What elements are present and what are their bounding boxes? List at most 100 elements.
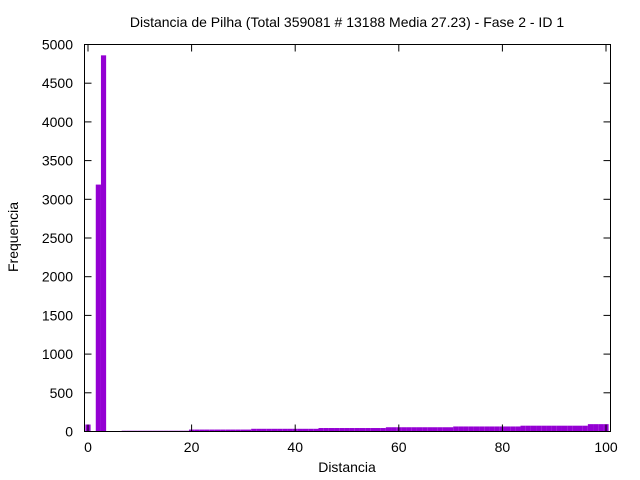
histogram-bar	[463, 426, 469, 432]
y-tick-label: 500	[50, 385, 74, 401]
histogram-bar	[546, 425, 552, 432]
histogram-bar	[484, 426, 490, 432]
y-tick-label: 0	[65, 424, 73, 440]
histogram-bar	[375, 428, 381, 432]
histogram-bar	[541, 425, 547, 432]
histogram-bar	[422, 427, 428, 432]
histogram-bar	[365, 428, 371, 432]
histogram-bar	[302, 428, 309, 432]
histogram-bar	[587, 424, 594, 432]
histogram-bar	[453, 426, 459, 432]
histogram-bar	[100, 55, 107, 432]
y-axis-label: Frequencia	[5, 202, 21, 272]
histogram-bar	[582, 425, 588, 432]
histogram-bar	[494, 426, 500, 432]
histogram-bar	[385, 427, 392, 432]
histogram-bar	[572, 425, 578, 432]
histogram-bar	[240, 429, 246, 432]
histogram-bar	[442, 427, 449, 432]
histogram-bar	[318, 428, 324, 432]
histogram-bar	[567, 425, 573, 432]
histogram-bar	[339, 428, 345, 432]
histogram-bar	[416, 427, 423, 432]
histogram-bar	[271, 428, 278, 432]
x-tick-label: 100	[594, 439, 618, 455]
histogram-bar	[432, 427, 438, 432]
histogram-bar	[551, 425, 557, 432]
histogram-bar	[225, 429, 231, 432]
histogram-bar	[344, 428, 350, 432]
histogram-bar	[266, 428, 272, 432]
histogram-bar	[598, 424, 604, 432]
y-tick-label: 3500	[42, 153, 73, 169]
y-tick-label: 1500	[42, 307, 73, 323]
histogram-bar	[308, 428, 314, 432]
histogram-bar	[245, 429, 252, 432]
histogram-bar	[468, 426, 474, 432]
histogram-bar	[323, 428, 329, 432]
histogram-bar	[504, 426, 511, 432]
y-axis-ticks: 0 500 1000 1500 2000 2500 3000 3500 4000 4500 5000	[42, 37, 611, 440]
histogram-bar	[256, 428, 262, 432]
histogram-bar	[359, 428, 366, 432]
histogram-bar	[328, 428, 335, 432]
histogram-bar	[561, 425, 568, 432]
y-tick-label: 2500	[42, 230, 73, 246]
histogram-bar	[370, 428, 376, 432]
histogram-bar	[458, 426, 464, 432]
histogram-bar	[282, 428, 288, 432]
histogram-bar	[287, 428, 293, 432]
histogram-bar	[199, 429, 205, 432]
histogram-bar	[536, 425, 542, 432]
histogram-bar	[297, 428, 303, 432]
y-tick-label: 1000	[42, 346, 73, 362]
histogram-bar	[448, 427, 454, 432]
histogram-bar	[556, 425, 562, 432]
histogram-bar	[515, 426, 521, 432]
histogram-bar	[437, 427, 443, 432]
histogram-bar	[401, 427, 407, 432]
histogram-bar	[520, 425, 526, 432]
plot-frame	[84, 44, 611, 432]
x-tick-label: 40	[287, 439, 303, 455]
histogram-bar	[510, 426, 516, 432]
histogram-bar	[277, 428, 283, 432]
histogram-bar	[251, 428, 257, 432]
x-tick-label: 20	[184, 439, 200, 455]
histogram-bar	[530, 425, 537, 432]
chart-title: Distancia de Pilha (Total 359081 # 13188…	[130, 14, 564, 30]
histogram-bar	[349, 428, 355, 432]
histogram-bar	[235, 429, 241, 432]
histogram-bar	[95, 184, 101, 432]
histogram-bar	[411, 427, 417, 432]
histogram-bar	[525, 425, 531, 432]
histogram-bar	[204, 429, 210, 432]
y-tick-label: 4000	[42, 114, 73, 130]
y-tick-label: 5000	[42, 37, 73, 53]
histogram-bar	[391, 427, 397, 432]
x-tick-label: 0	[84, 439, 92, 455]
histogram-bar	[230, 429, 236, 432]
histogram-bar	[427, 427, 433, 432]
histogram-bar	[214, 429, 221, 432]
histogram-bar	[380, 428, 386, 432]
histogram-bar	[334, 428, 340, 432]
histogram-bar	[261, 428, 267, 432]
x-axis-label: Distancia	[318, 459, 376, 475]
histogram-bar	[354, 428, 360, 432]
histogram-bar	[194, 429, 200, 432]
histogram-bar	[473, 426, 480, 432]
y-tick-label: 2000	[42, 269, 73, 285]
histogram-bar	[489, 426, 495, 432]
histogram-bar	[593, 424, 599, 432]
histogram-bar	[220, 429, 226, 432]
x-tick-label: 60	[391, 439, 407, 455]
histogram-bar	[406, 427, 412, 432]
x-axis-ticks: 0 20 40 60 80 100	[84, 44, 618, 455]
y-tick-label: 4500	[42, 75, 73, 91]
histogram-bar	[313, 428, 319, 432]
bars-group	[85, 55, 609, 432]
y-tick-label: 3000	[42, 191, 73, 207]
x-tick-label: 80	[495, 439, 511, 455]
